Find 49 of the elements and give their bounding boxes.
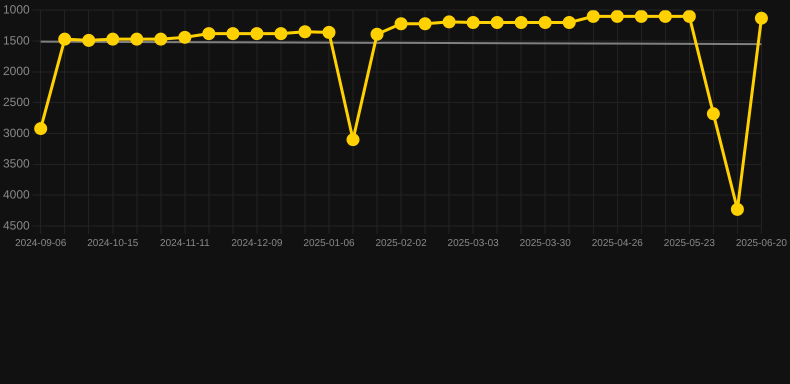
point [682, 10, 696, 23]
point [58, 32, 72, 46]
y-tick-label: 3500 [2, 156, 30, 171]
point [538, 16, 552, 30]
point [346, 133, 360, 146]
point [274, 27, 288, 40]
y-tick-label: 3000 [2, 126, 30, 140]
y-tick-label: 4000 [2, 187, 30, 202]
point [730, 202, 744, 216]
x-tick-label: 2025-04-26 [592, 238, 644, 249]
y-tick-label: 1000 [2, 2, 30, 17]
point [706, 107, 720, 120]
point [130, 32, 144, 46]
point [154, 32, 168, 46]
point [178, 30, 192, 44]
point [202, 27, 216, 40]
point [322, 26, 336, 39]
point [754, 12, 768, 25]
point [610, 10, 624, 23]
x-tick-label: 2025-03-03 [448, 238, 500, 249]
point [586, 10, 600, 23]
y-tick-label: 2500 [2, 95, 30, 109]
x-tick-label: 2025-02-02 [375, 238, 428, 249]
y-tick-label: 1500 [2, 33, 30, 48]
x-tick-label: 2024-11-11 [160, 238, 210, 249]
x-tick-label: 2025-05-23 [664, 238, 716, 249]
x-tick-label: 2024-12-09 [231, 238, 283, 249]
point [658, 10, 672, 23]
x-tick-label: 2025-01-06 [303, 238, 355, 249]
x-tick-label: 2025-06-20 [736, 238, 788, 249]
point [394, 17, 408, 30]
x-tick-label: 2025-03-30 [520, 238, 572, 249]
point [466, 16, 480, 30]
y-tick-label: 4500 [2, 218, 30, 232]
point [490, 16, 504, 30]
point [514, 16, 528, 30]
point [370, 28, 384, 41]
point [298, 25, 312, 38]
point [418, 17, 432, 30]
point [250, 27, 264, 40]
point [106, 32, 120, 46]
point [226, 27, 240, 40]
point [634, 10, 648, 23]
point [82, 34, 96, 47]
x-tick-label: 2024-10-15 [87, 238, 139, 249]
point [442, 15, 456, 28]
x-tick-label: 2024-09-06 [15, 238, 67, 249]
y-tick-label: 2000 [2, 64, 30, 78]
point [562, 16, 576, 30]
